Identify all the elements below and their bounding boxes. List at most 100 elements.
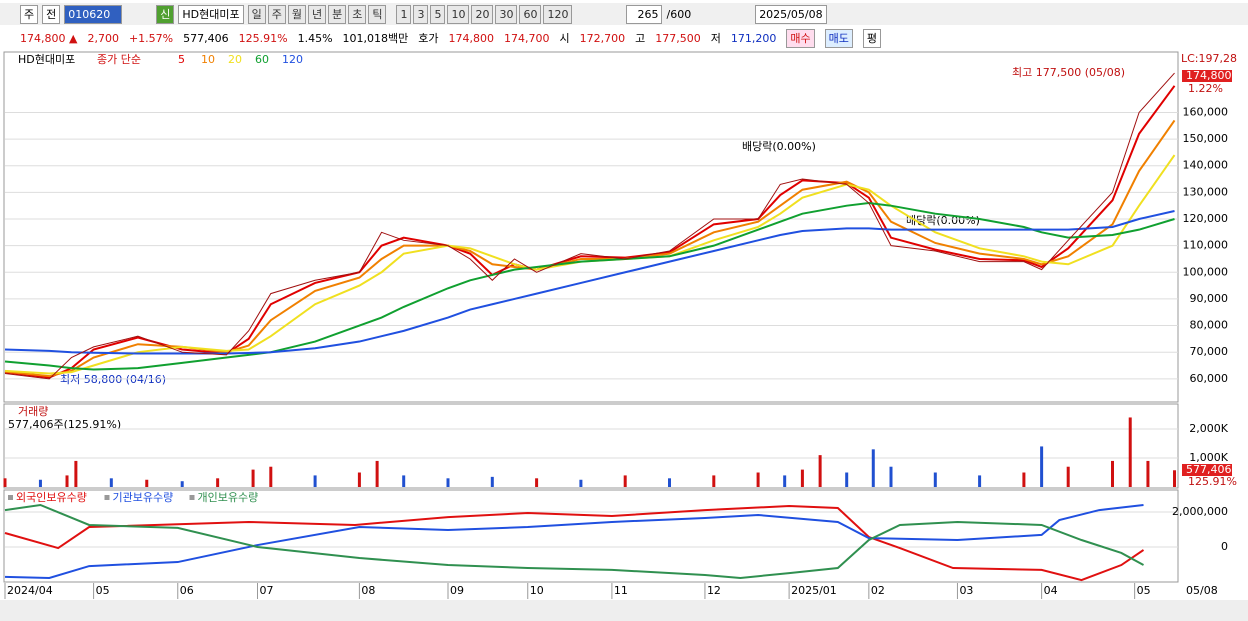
button[interactable]: 120	[543, 4, 573, 24]
legend-item: 120	[282, 53, 303, 66]
bid: 174,700	[504, 31, 550, 45]
button[interactable]: 년	[307, 4, 327, 24]
volume-bar	[251, 469, 255, 487]
volume-bar	[889, 466, 893, 487]
ma-line	[4, 210, 1175, 355]
button[interactable]: 일	[247, 4, 266, 24]
volume-bar	[216, 478, 220, 487]
button[interactable]: 5	[430, 4, 446, 24]
main-title: HD현대미포	[18, 53, 75, 66]
price: 174,800 ▲	[20, 31, 78, 45]
volume-bar	[535, 478, 539, 487]
eval[interactable]: 평	[862, 28, 882, 48]
code[interactable]: 010620	[64, 4, 123, 24]
turnover: 1.45%	[297, 31, 333, 45]
volume-bar	[490, 476, 494, 487]
button[interactable]: 월	[287, 4, 306, 24]
y-tick-label: 90,000	[1190, 292, 1229, 305]
rate: +1.57%	[128, 31, 174, 45]
button[interactable]: 분	[328, 4, 347, 24]
last: 174,800	[1186, 69, 1232, 82]
x-tick-label: 02	[871, 584, 885, 597]
volume-ratio: 125.91%	[238, 31, 288, 45]
y-tick-label: 140,000	[1183, 159, 1229, 172]
button[interactable]: 틱	[368, 4, 387, 24]
holding-line	[4, 504, 1144, 579]
volume-bar	[783, 475, 787, 487]
volume-bar	[623, 475, 627, 487]
stock-name[interactable]: HD현대미포	[178, 4, 244, 24]
volume-bar	[1022, 472, 1026, 487]
volume-bar	[978, 475, 982, 487]
x-tick-label: 10	[530, 584, 544, 597]
ex-div: 배당락(0.00%)	[906, 214, 980, 227]
prefix[interactable]: 전	[42, 4, 61, 24]
y-tick-label: 80,000	[1190, 319, 1229, 332]
volume: 577,406	[183, 31, 229, 45]
button[interactable]: 주	[267, 4, 286, 24]
volume-bar	[845, 472, 849, 487]
ask-label: 호가	[418, 32, 439, 45]
y-tick-label: 2,000K	[1189, 422, 1228, 435]
ma-line	[4, 202, 1175, 371]
legend-item: 5	[178, 53, 185, 66]
low-note: 최저 58,800 (04/16)	[60, 373, 166, 386]
volume-bar	[1173, 470, 1177, 487]
y-tick-label: 160,000	[1183, 105, 1229, 118]
button[interactable]: 20	[471, 4, 494, 24]
legend-item: 10	[201, 53, 215, 66]
x-tick-label: 2024/04	[7, 584, 53, 597]
sell[interactable]: 매도	[824, 28, 853, 48]
button[interactable]: 3	[413, 4, 429, 24]
button[interactable]: 10	[447, 4, 470, 24]
amount: 101,018백만	[342, 32, 409, 45]
volume-bar	[1066, 466, 1070, 487]
ma-line	[4, 154, 1176, 375]
date[interactable]: 2025/05/08	[755, 4, 827, 24]
volume-bar	[109, 478, 113, 487]
button[interactable]: 30	[495, 4, 518, 24]
x-tick-label: 08	[361, 584, 375, 597]
last-rate: 1.22%	[1188, 82, 1223, 95]
volume-bar	[357, 472, 361, 487]
button[interactable]: 1	[396, 4, 412, 24]
button[interactable]: 60	[519, 4, 542, 24]
vol-last: 577,406	[1186, 463, 1232, 476]
vol-title: 거래량	[18, 405, 48, 418]
bg	[0, 50, 1248, 621]
holding-line	[4, 503, 1144, 579]
low-label: 저	[710, 32, 721, 45]
low: 171,200	[730, 31, 777, 45]
y-tick-label: 1,000K	[1189, 451, 1228, 464]
x-tick-label: 03	[959, 584, 973, 597]
x-tick-label: 06	[180, 584, 194, 597]
button[interactable]: 초	[348, 4, 367, 24]
market[interactable]: 주	[20, 4, 39, 24]
x-tick-label: 07	[260, 584, 274, 597]
open-label: 시	[559, 32, 570, 45]
y-tick-label: 0	[1221, 540, 1228, 553]
y-tick-label: 110,000	[1183, 239, 1229, 252]
count[interactable]: 265	[626, 4, 663, 24]
legend-item: 20	[228, 53, 242, 66]
high: 177,500	[655, 31, 701, 45]
high-label: 고	[635, 32, 646, 45]
volume-bar	[269, 466, 273, 487]
change: 2,700	[87, 31, 119, 45]
ex-div: 배당락(0.00%)	[742, 140, 816, 153]
volume-bar	[313, 475, 317, 487]
y-tick-label: 120,000	[1183, 212, 1229, 225]
lc: LC:197,28	[1181, 52, 1237, 65]
close-line	[4, 72, 1175, 380]
volume-bar	[446, 478, 450, 487]
x-tick-label: 05	[1137, 584, 1151, 597]
legend-swatch	[104, 495, 110, 500]
ma-line	[4, 119, 1176, 378]
y-tick-label: 130,000	[1183, 185, 1229, 198]
buy[interactable]: 매수	[786, 28, 815, 48]
volume-bar	[712, 475, 716, 487]
volume-bar	[668, 478, 671, 487]
open: 172,700	[579, 31, 626, 45]
y-tick-label: 60,000	[1190, 372, 1229, 385]
